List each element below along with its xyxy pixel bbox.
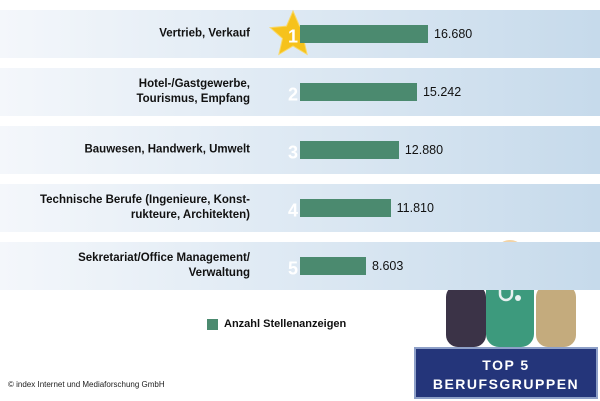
- legend: Anzahl Stellenanzeigen: [207, 318, 346, 330]
- value-label: 15.242: [422, 85, 462, 99]
- bar: [300, 199, 391, 217]
- category-label: Sekretariat/Office Management/ Verwaltun…: [78, 252, 250, 279]
- value-label: 11.810: [396, 201, 434, 215]
- badge-line: BERUFSGRUPPEN: [432, 376, 580, 392]
- rank-label: 4: [287, 200, 298, 221]
- bar: [300, 25, 428, 43]
- value-label: 16.680: [434, 27, 473, 41]
- value-label: 12.880: [404, 143, 444, 157]
- category-label: Technische Berufe (Ingenieure, Konst- ru…: [39, 194, 250, 221]
- rank-label: 3: [287, 142, 298, 163]
- category-label: Hotel-/Gastgewerbe, Tourismus, Empfang: [136, 78, 250, 105]
- rank-label: 5: [287, 258, 298, 279]
- source: © index Internet und Mediaforschung GmbH: [8, 380, 165, 389]
- rank-label: 1: [287, 26, 298, 47]
- bar: [300, 257, 367, 275]
- bar: [300, 83, 417, 101]
- bar: [300, 141, 399, 159]
- badge: TOP 5 BERUFSGRUPPEN: [414, 347, 598, 399]
- badge-line: TOP 5: [482, 357, 530, 373]
- category-label: Bauwesen, Handwerk, Umwelt: [84, 143, 250, 156]
- category-label: Vertrieb, Verkauf: [159, 27, 250, 40]
- rank-label: 2: [287, 84, 298, 105]
- legend-swatch: [207, 318, 218, 330]
- value-label: 8.603: [372, 259, 404, 273]
- legend-label: Anzahl Stellenanzeigen: [224, 318, 347, 330]
